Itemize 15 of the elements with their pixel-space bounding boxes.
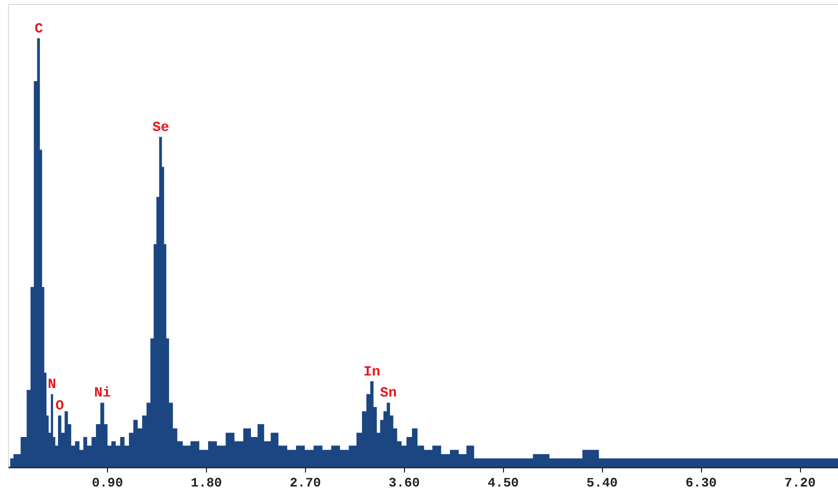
annotation: O (55, 398, 64, 415)
x-tick-label: 6.30 (685, 476, 717, 490)
x-tick-label: 7.20 (784, 476, 816, 490)
x-tick-label: 5.40 (586, 476, 618, 490)
annotation: Se (152, 120, 170, 136)
x-tick-label: 4.50 (488, 476, 519, 490)
x-tick-label: 2.70 (290, 476, 322, 490)
x-tick-label: 3.60 (388, 476, 420, 490)
annotation: Sn (380, 386, 397, 402)
annotation: C (34, 21, 44, 38)
annotation: Ni (94, 386, 111, 402)
annotation: In (363, 364, 380, 380)
x-tick-label: 1.80 (190, 476, 222, 490)
x-tick-label: 0.90 (92, 476, 124, 490)
annotation: N (48, 377, 56, 394)
